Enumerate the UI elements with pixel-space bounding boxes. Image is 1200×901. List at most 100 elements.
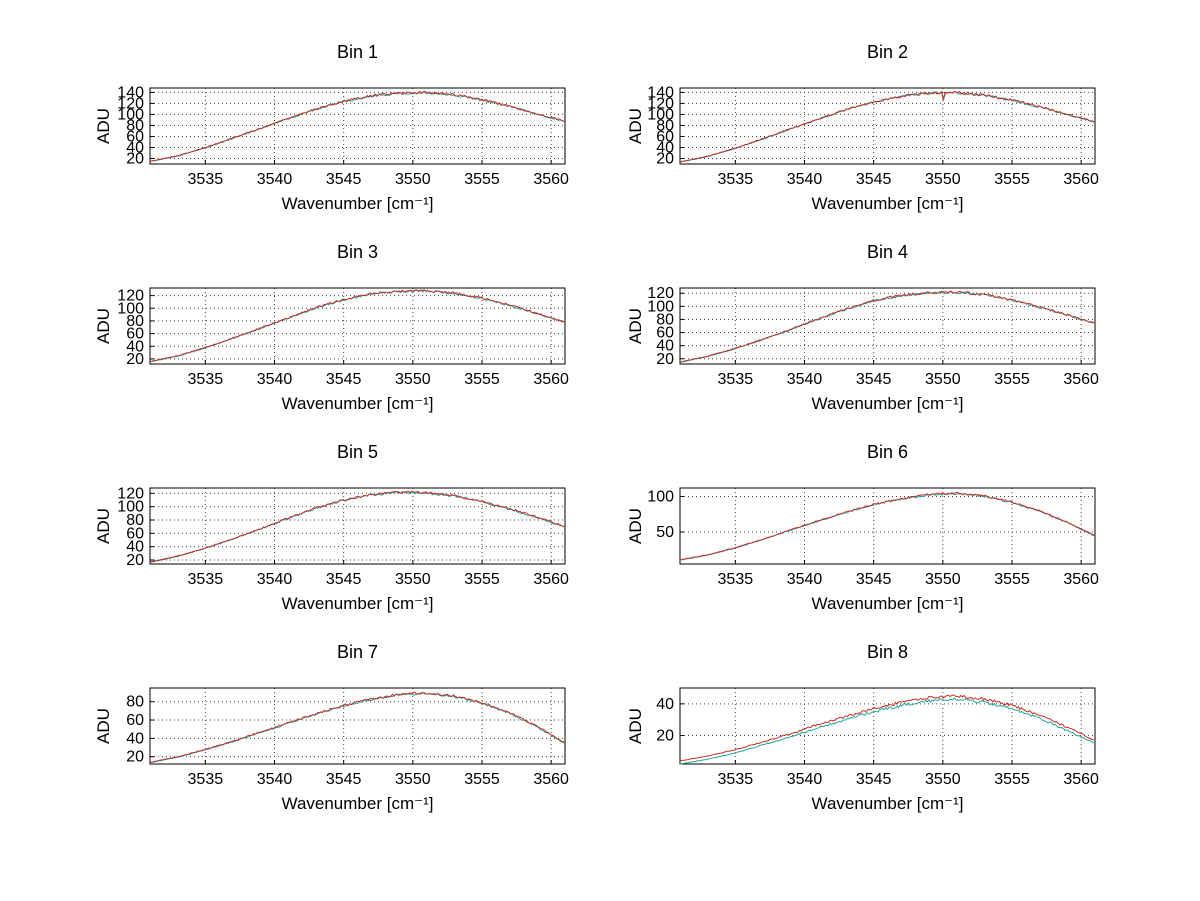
x-axis-label: Wavenumber [cm⁻¹] [281,594,434,613]
axis-box [149,687,566,765]
data-line-trace-a [149,691,566,764]
plot-title: Bin 1 [336,42,379,62]
x-tick-label: 3545 [856,771,892,788]
subplot-bin-2: 3535 3540 3545 3550 3555 3560 20 40 60 80 100 120 14… [600,38,1200,238]
subplot-bin-1: 3535 3540 3545 3550 3555 3560 20 40 60 80 100 120 14… [0,38,600,238]
y-tick-label: 80 [656,117,674,134]
x-tick-label: 3545 [856,571,892,588]
plot-title: Bin 3 [336,242,379,262]
x-tick-label: 3545 [326,371,362,388]
y-tick-label: 120 [117,95,144,112]
data-line-trace-b [149,691,566,763]
data-line-trace-b [149,490,566,563]
subplot-bin-6: 3535 3540 3545 3550 3555 3560 50 100 Bin 6 ADU … [600,438,1200,638]
axis-box [149,287,566,365]
y-tick-label: 20 [656,728,674,745]
data-line-trace-b [679,290,1096,363]
y-tick-label: 20 [126,351,144,368]
y-tick-label: 100 [117,106,144,123]
x-tick-label: 3555 [464,171,500,188]
x-tick-label: 3535 [188,371,224,388]
y-tick-label: 60 [126,712,144,729]
y-tick-label: 100 [647,298,674,315]
data-line-trace-a [149,91,566,163]
x-tick-label: 3540 [257,171,293,188]
x-tick-label: 3560 [533,571,569,588]
x-tick-label: 3555 [994,771,1030,788]
y-axis-label: ADU [626,708,645,744]
data-line-trace-a [679,91,1096,163]
x-tick-label: 3550 [395,571,431,588]
data-line-trace-b [679,491,1096,561]
y-tick-label: 60 [656,128,674,145]
x-tick-label: 3540 [787,571,823,588]
y-tick-label: 40 [656,139,674,156]
subplot-bin-5: 3535 3540 3545 3550 3555 3560 20 40 60 80 100 120 B… [0,438,600,638]
plot-title: Bin 6 [866,442,909,462]
y-tick-label: 20 [656,150,674,167]
x-tick-label: 3540 [257,771,293,788]
y-tick-label: 80 [126,694,144,711]
y-tick-label: 60 [126,326,144,343]
subplot-bin-7: 3535 3540 3545 3550 3555 3560 20 40 60 80 Bin 7 A… [0,638,600,838]
x-tick-label: 3560 [533,371,569,388]
x-tick-label: 3535 [718,371,754,388]
y-axis-label: ADU [94,708,113,744]
x-tick-label: 3545 [326,771,362,788]
x-axis-label: Wavenumber [cm⁻¹] [281,194,434,213]
x-axis-label: Wavenumber [cm⁻¹] [281,794,434,813]
x-tick-label: 3535 [718,171,754,188]
x-tick-label: 3560 [533,171,569,188]
subplot-bin-3: 3535 3540 3545 3550 3555 3560 20 40 60 80 100 120 B… [0,238,600,438]
plot-area-bin-8: 3535 3540 3545 3550 3555 3560 20 40 [656,687,1099,788]
y-tick-label: 20 [126,552,144,569]
x-tick-label: 3550 [395,371,431,388]
x-tick-label: 3535 [718,571,754,588]
y-tick-label: 80 [656,311,674,328]
y-tick-label: 120 [117,485,144,502]
data-line-trace-a [149,490,566,563]
x-tick-label: 3555 [994,371,1030,388]
data-line-trace-b [679,90,1096,163]
plot-area-bin-6: 3535 3540 3545 3550 3555 3560 50 100 [647,487,1099,588]
y-tick-label: 40 [126,539,144,556]
axis-box [149,487,566,565]
x-tick-label: 3540 [787,171,823,188]
axis-box [679,687,1096,765]
y-tick-label: 120 [647,285,674,302]
x-tick-label: 3545 [856,371,892,388]
y-axis-label: ADU [626,508,645,544]
y-tick-label: 20 [126,150,144,167]
y-axis-label: ADU [626,108,645,144]
y-tick-label: 100 [647,106,674,123]
y-axis-label: ADU [94,108,113,144]
y-tick-label: 140 [117,84,144,101]
x-tick-label: 3550 [925,571,961,588]
y-axis-label: ADU [94,508,113,544]
x-tick-label: 3555 [994,571,1030,588]
y-tick-label: 120 [117,288,144,305]
y-tick-label: 100 [117,300,144,317]
x-tick-label: 3560 [1063,171,1099,188]
x-axis-label: Wavenumber [cm⁻¹] [811,794,964,813]
x-tick-label: 3535 [188,771,224,788]
x-tick-label: 3535 [718,771,754,788]
x-tick-label: 3560 [533,771,569,788]
x-tick-label: 3550 [925,171,961,188]
plot-title: Bin 5 [336,442,379,462]
data-line-trace-b [149,289,566,362]
y-tick-label: 140 [647,84,674,101]
x-axis-label: Wavenumber [cm⁻¹] [811,594,964,613]
y-tick-label: 60 [656,325,674,342]
y-tick-label: 50 [656,524,674,541]
x-tick-label: 3540 [787,771,823,788]
y-tick-label: 40 [126,338,144,355]
x-axis-label: Wavenumber [cm⁻¹] [281,394,434,413]
y-tick-label: 20 [126,749,144,766]
x-tick-label: 3555 [464,371,500,388]
data-line-trace-b [149,90,566,162]
